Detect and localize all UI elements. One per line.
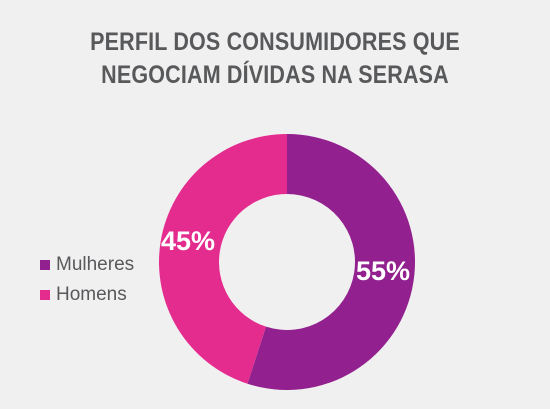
legend-swatch-mulheres [40, 260, 50, 270]
data-label-homens: 45% [161, 226, 215, 256]
legend-swatch-homens [40, 290, 50, 300]
slice-homens [158, 134, 287, 384]
chart-title: PERFIL DOS CONSUMIDORES QUE NEGOCIAM DÍV… [39, 26, 512, 92]
legend-item-mulheres: Mulheres [40, 250, 134, 280]
legend-label-mulheres: Mulheres [56, 254, 135, 275]
slice-mulheres [247, 134, 415, 390]
data-label-mulheres: 55% [356, 256, 410, 286]
chart-legend: Mulheres Homens [40, 250, 134, 310]
chart-title-line-2: NEGOCIAM DÍVIDAS NA SERASA [101, 61, 449, 89]
legend-item-homens: Homens [40, 280, 134, 310]
chart-title-line-1: PERFIL DOS CONSUMIDORES QUE [90, 28, 460, 56]
legend-label-homens: Homens [56, 284, 127, 305]
